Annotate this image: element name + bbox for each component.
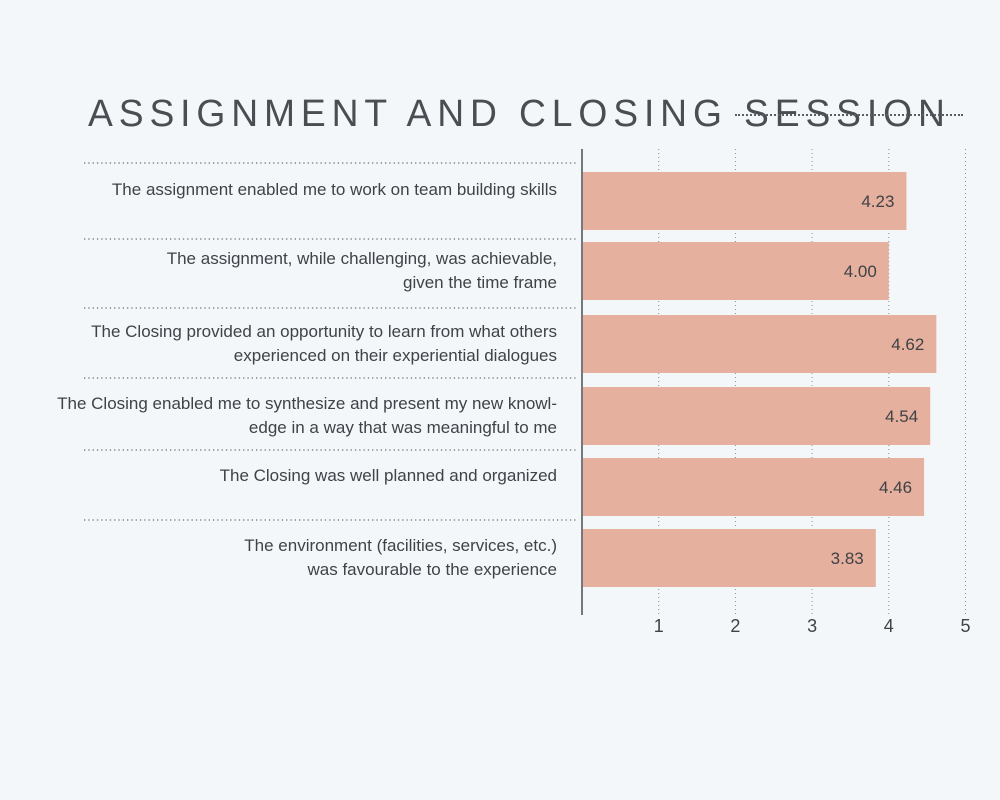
title-dotted-rule xyxy=(735,114,963,116)
x-tick-label: 1 xyxy=(654,616,664,636)
category-label: The assignment enabled me to work on tea… xyxy=(112,180,557,199)
bar xyxy=(583,172,907,230)
bar xyxy=(583,315,937,373)
value-label: 3.83 xyxy=(831,549,864,568)
category-label: The environment (facilities, services, e… xyxy=(244,536,557,579)
bar xyxy=(583,458,925,516)
bar xyxy=(583,242,889,300)
category-label: The Closing provided an opportunity to l… xyxy=(91,322,557,365)
bar xyxy=(583,529,876,587)
category-labels: The assignment enabled me to work on tea… xyxy=(57,180,557,579)
value-label: 4.00 xyxy=(844,262,877,281)
value-label: 4.54 xyxy=(885,407,918,426)
value-label: 4.62 xyxy=(891,335,924,354)
category-label: The Closing was well planned and organiz… xyxy=(220,466,557,485)
value-label: 4.23 xyxy=(861,192,894,211)
category-label: The Closing enabled me to synthesize and… xyxy=(57,394,557,437)
row-separators xyxy=(84,162,578,521)
x-tick-labels: 1 2 3 4 5 xyxy=(654,616,971,636)
value-label: 4.46 xyxy=(879,478,912,497)
value-labels: 4.23 4.00 4.62 4.54 4.46 3.83 xyxy=(831,192,925,568)
x-tick-label: 3 xyxy=(807,616,817,636)
x-tick-label: 5 xyxy=(960,616,970,636)
x-tick-label: 4 xyxy=(884,616,894,636)
category-label: The assignment, while challenging, was a… xyxy=(167,249,557,292)
bars xyxy=(583,172,937,587)
bar xyxy=(583,387,931,445)
x-tick-label: 2 xyxy=(730,616,740,636)
